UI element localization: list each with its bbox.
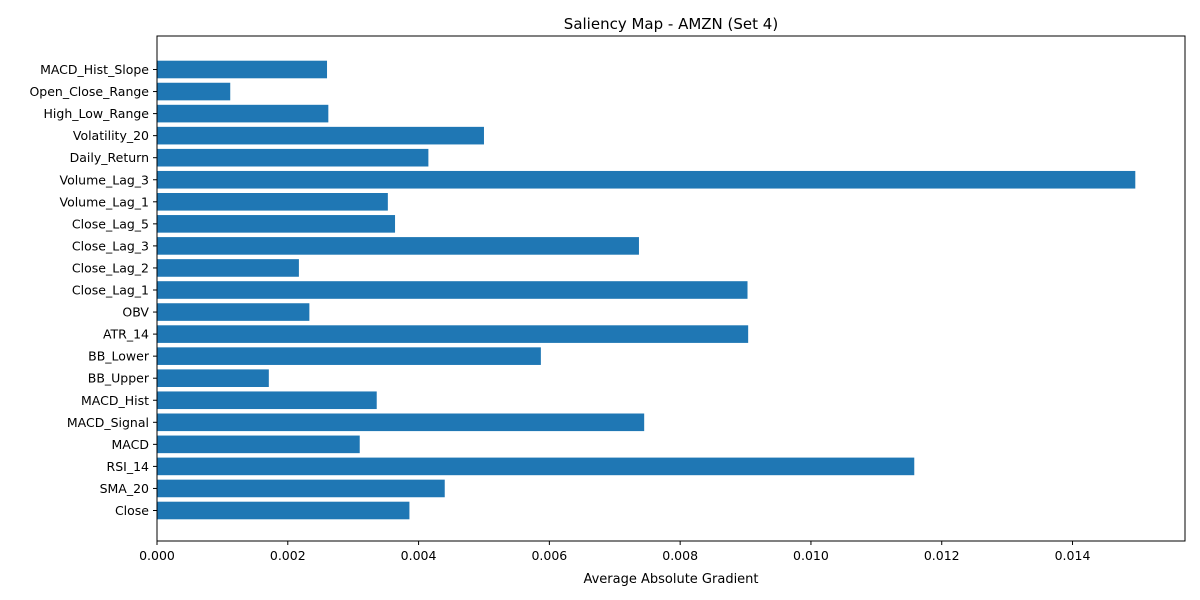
bar-volume-lag-3: [157, 170, 1136, 189]
x-tick-label: 0.014: [1055, 548, 1091, 563]
y-tick-label: Volume_Lag_3: [59, 172, 149, 187]
x-tick-label: 0.006: [531, 548, 567, 563]
bar-high-low-range: [157, 104, 329, 123]
y-tick-label: MACD_Hist: [81, 393, 149, 408]
bar-bb-upper: [157, 369, 269, 387]
x-tick-label: 0.000: [139, 548, 175, 563]
bar-open-close-range: [157, 82, 231, 101]
bar-macd-hist-slope: [157, 60, 328, 79]
chart-title: Saliency Map - AMZN (Set 4): [564, 15, 778, 33]
bar-group: [157, 60, 1136, 520]
x-tick-label: 0.012: [924, 548, 960, 563]
y-tick-label: BB_Upper: [88, 371, 150, 386]
x-axis-ticks: 0.000 0.002 0.004 0.006 0.008 0.010 0.012 0.014: [139, 541, 1090, 563]
bar-close-lag-3: [157, 237, 639, 255]
bar-volatility-20: [157, 126, 484, 145]
y-tick-label: Daily_Return: [70, 150, 149, 165]
y-tick-label: Close_Lag_3: [72, 238, 149, 253]
y-tick-label: Open_Close_Range: [29, 84, 149, 99]
y-tick-label: Close_Lag_1: [72, 283, 149, 298]
x-tick-label: 0.002: [270, 548, 306, 563]
y-tick-label: BB_Lower: [88, 349, 150, 364]
bar-bb-lower: [157, 347, 541, 365]
bar-sma-20: [157, 479, 445, 498]
bar-obv: [157, 303, 310, 321]
plot-area-frame: [156, 35, 1186, 542]
y-tick-label: MACD_Signal: [67, 415, 149, 430]
bar-macd: [157, 435, 360, 454]
y-tick-label: High_Low_Range: [44, 106, 150, 121]
y-tick-label: SMA_20: [100, 481, 149, 496]
bar-macd-hist: [157, 391, 377, 410]
y-tick-label: RSI_14: [107, 459, 150, 474]
bar-daily-return: [157, 148, 429, 167]
y-tick-label: MACD: [112, 437, 149, 452]
y-tick-label: Close_Lag_5: [72, 216, 149, 231]
bar-macd-signal: [157, 413, 645, 432]
bar-volume-lag-1: [157, 193, 388, 211]
bar-atr-14: [157, 325, 749, 343]
y-tick-label: Volatility_20: [73, 128, 149, 143]
bar-close-lag-2: [157, 259, 299, 277]
x-tick-label: 0.010: [793, 548, 829, 563]
y-tick-label: OBV: [122, 305, 149, 320]
y-axis-ticks: Close SMA_20 RSI_14 MACD MACD_Signal MACD_His…: [29, 62, 157, 518]
x-tick-label: 0.008: [662, 548, 698, 563]
y-tick-label: Close_Lag_2: [72, 260, 149, 275]
bar-close-lag-1: [157, 281, 748, 299]
x-tick-label: 0.004: [401, 548, 437, 563]
y-tick-label: ATR_14: [103, 327, 149, 342]
y-tick-label: MACD_Hist_Slope: [40, 62, 149, 77]
bar-close: [157, 501, 410, 520]
bar-rsi-14: [157, 457, 915, 476]
y-tick-label: Close: [115, 503, 149, 518]
y-tick-label: Volume_Lag_1: [59, 194, 149, 209]
x-axis-label: Average Absolute Gradient: [583, 572, 758, 587]
bar-close-lag-5: [157, 215, 396, 233]
